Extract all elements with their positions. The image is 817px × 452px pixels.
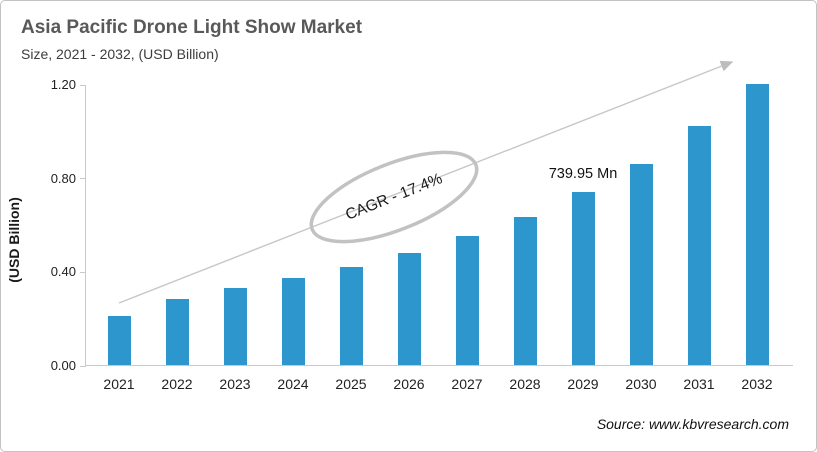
y-tick-mark [80, 178, 86, 180]
x-label-2028: 2028 [509, 376, 541, 392]
bar-2025 [339, 266, 363, 365]
y-tick-mark [80, 84, 86, 86]
bar-2028 [513, 217, 537, 365]
y-tick-label: 1.20 [50, 77, 76, 92]
chart-subtitle: Size, 2021 - 2032, (USD Billion) [21, 46, 219, 62]
bar-2023 [223, 287, 247, 365]
value-annotation: 739.95 Mn [548, 165, 618, 182]
bar-2026 [397, 252, 421, 365]
plot-area: 0.00 0.40 0.80 1.20 2021 2022 2023 2024 2025 2026… [51, 77, 793, 392]
x-label-2031: 2031 [683, 376, 715, 392]
bar-2027 [455, 236, 479, 365]
bar-2022 [165, 299, 189, 365]
bar-2031 [687, 126, 711, 365]
x-label-2026: 2026 [393, 376, 425, 392]
y-tick-label: 0.40 [50, 264, 76, 280]
bar-2021 [107, 315, 131, 365]
x-label-2021: 2021 [103, 376, 135, 392]
y-tick-label: 0.00 [50, 358, 76, 373]
x-label-2023: 2023 [219, 376, 251, 392]
bar-2029 [571, 191, 595, 365]
x-label-2024: 2024 [277, 376, 309, 392]
x-label-2030: 2030 [625, 376, 657, 392]
x-label-2027: 2027 [451, 376, 483, 392]
x-label-2025: 2025 [335, 376, 367, 392]
y-axis-title: (USD Billion) [6, 197, 22, 283]
bar-2032 [745, 84, 769, 365]
x-label-2022: 2022 [161, 376, 193, 392]
x-label-2032: 2032 [741, 376, 773, 392]
bar-2024 [281, 278, 305, 365]
y-tick-label: 0.80 [50, 170, 76, 186]
y-tick-mark [80, 365, 86, 367]
bar-2030 [629, 163, 653, 365]
y-tick-mark [80, 271, 86, 273]
source-note: Source: www.kbvresearch.com [596, 416, 789, 432]
chart-title: Asia Pacific Drone Light Show Market [21, 17, 363, 38]
x-label-2029: 2029 [567, 376, 599, 392]
